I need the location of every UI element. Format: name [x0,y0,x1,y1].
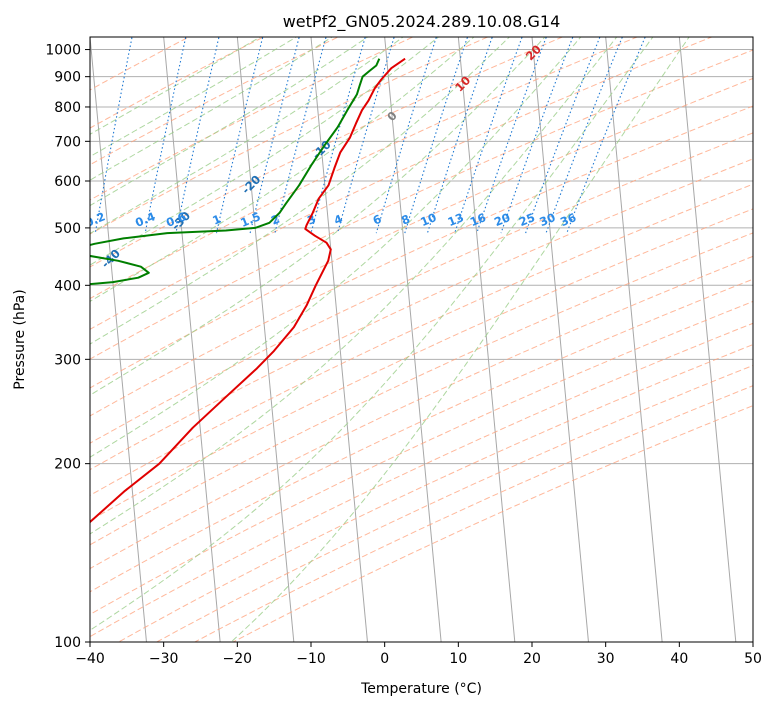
moist-adiabat-line [90,37,511,345]
isotherm-line [605,37,663,642]
moist-adiabat-line [90,37,298,158]
mixing-ratio-line [49,30,84,233]
dry-adiabat-line [90,232,753,546]
dry-adiabat-line [90,49,753,360]
dry-adiabat-line [117,344,753,642]
dry-adiabat-line [90,37,564,268]
mixing-ratio-line [274,37,327,234]
mixing-ratio-line [310,37,366,234]
dry-adiabat-line [90,37,489,235]
isotherm-line [90,37,147,642]
mixing-ratio-line [404,37,469,234]
mixing-ratio-line [525,37,601,234]
dry-adiabat-line [90,322,753,638]
x-axis-label: Temperature (°C) [360,681,482,697]
y-tick-label: 900 [54,70,81,86]
y-tick-label: 300 [54,352,81,368]
dewpoint-profile-line [90,58,381,286]
dry-adiabat-line [90,158,753,471]
isotherm-line [678,37,737,642]
dry-adiabat-line [90,37,714,330]
dry-adiabat-line [90,105,753,417]
dry-adiabat-line [90,37,639,300]
dry-adiabat-line [90,183,753,496]
mixing-ratio-line [249,37,300,234]
y-tick-label: 700 [54,134,81,150]
mixing-ratio-label: 13 [446,210,466,229]
isotherm-label: 30 [594,12,615,33]
y-axis-label: Pressure (hPa) [12,289,28,389]
y-tick-label: 800 [54,100,81,116]
y-tick-label: 600 [54,174,81,190]
x-tick-label: 0 [380,651,389,667]
x-tick-label: −10 [296,651,326,667]
moist-adiabat-line [90,37,582,458]
mixing-ratio-line [426,37,493,234]
y-tick-label: 100 [54,635,81,651]
moist-adiabat-line [90,37,369,207]
mixing-ratio-line [144,37,187,234]
isotherm-label: 40 [665,0,686,4]
mixing-ratio-line [215,37,264,234]
plot-frame [89,36,754,643]
isotherm-line [236,37,295,642]
background-lines [0,25,753,669]
mixing-ratio-label: 10 [418,210,438,229]
plot-area [90,37,753,642]
temperature-profile-line [90,57,406,524]
x-tick-label: 20 [523,651,541,667]
y-tick-label: 500 [54,221,81,237]
dry-adiabat-line [90,208,753,521]
dry-adiabat-line [193,385,753,642]
dry-adiabat-line [90,37,190,91]
mixing-ratio-line [175,37,220,234]
mixing-ratio-label: 36 [558,210,578,229]
isotherm-line [457,37,516,642]
x-tick-label: −40 [75,651,105,667]
mixing-ratio-label: 25 [517,210,537,229]
axes: −40 −30 −20 −10 0 10 20 30 40 50 100 200 300 400 500 60… [45,43,762,667]
mixing-ratio-line [545,37,623,234]
moist-adiabat-line [90,37,262,135]
y-tick-label: 400 [54,278,81,294]
dry-adiabat-line [90,77,753,389]
moist-adiabat-line [90,37,546,396]
y-tick-label: 1000 [45,43,81,59]
moist-adiabat-line [90,37,654,631]
moist-adiabat-line [90,37,440,266]
x-tick-label: 10 [449,651,467,667]
x-tick-label: 30 [597,651,615,667]
mixing-ratio-label: 16 [468,210,488,229]
x-tick-label: 50 [744,651,762,667]
y-tick-label: 200 [54,457,81,473]
isotherm-line [0,25,2,669]
mixing-ratio-label: 30 [537,210,557,229]
isotherm-line [384,37,442,642]
isotherm-line [310,37,368,642]
mixing-ratio-line [94,37,133,234]
x-tick-label: 40 [670,651,688,667]
chart-title: wetPf2_GN05.2024.289.10.08.G14 [283,12,561,32]
dry-adiabat-line [90,37,265,129]
isotherm-line [752,37,753,43]
dry-adiabat-line [90,278,753,593]
mixing-ratio-label: 20 [492,210,512,229]
x-tick-label: −20 [223,651,253,667]
mixing-ratio-line [566,37,646,234]
moist-adiabat-line [90,37,618,535]
isotherm-line [531,37,589,642]
moist-adiabat-line [90,37,404,235]
moist-adiabat-line [90,37,475,302]
isotherm-label: -50 [28,286,53,311]
profile-lines [90,57,406,524]
dry-adiabat-line [90,37,415,201]
x-tick-label: −30 [149,651,179,667]
